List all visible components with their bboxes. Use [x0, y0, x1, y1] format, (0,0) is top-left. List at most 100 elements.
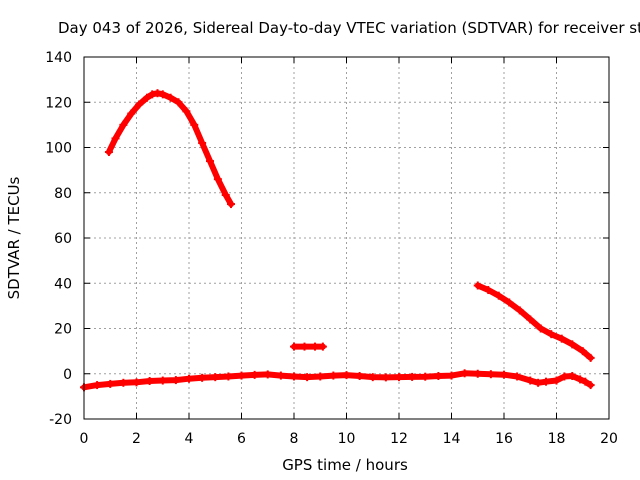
- data-point: [198, 138, 207, 147]
- data-point: [547, 330, 556, 339]
- data-point: [263, 370, 272, 379]
- data-point: [158, 376, 167, 385]
- data-point: [93, 381, 102, 390]
- data-point: [408, 372, 417, 381]
- series-line-arc-afternoon: [474, 282, 594, 361]
- data-point: [106, 379, 115, 388]
- data-point: [381, 373, 390, 382]
- data-point: [542, 377, 550, 386]
- data-point: [213, 175, 222, 184]
- x-tick-label: 4: [185, 431, 194, 447]
- data-point: [557, 334, 566, 343]
- data-point: [568, 340, 577, 349]
- y-tick-label: 80: [54, 186, 72, 202]
- data-point: [290, 372, 298, 381]
- x-axis-title: GPS time / hours: [282, 456, 408, 474]
- data-point: [300, 342, 309, 351]
- data-point: [127, 109, 136, 118]
- x-tick-label: 16: [495, 431, 513, 447]
- data-point: [586, 353, 595, 362]
- data-point: [484, 286, 493, 295]
- data-point: [221, 191, 230, 200]
- x-tick-label: 18: [548, 431, 566, 447]
- data-point: [581, 377, 590, 386]
- data-point: [153, 89, 162, 98]
- y-tick-label: -20: [49, 412, 72, 428]
- data-point: [303, 373, 312, 382]
- x-tick-label: 12: [390, 431, 408, 447]
- data-point: [576, 375, 585, 384]
- data-point: [190, 120, 199, 129]
- data-point: [111, 134, 120, 143]
- series-line-arc-morning: [105, 90, 234, 208]
- x-tick-label: 10: [338, 431, 356, 447]
- grid-layer: [84, 57, 609, 419]
- data-point: [224, 372, 233, 381]
- data-point: [119, 378, 128, 387]
- data-point: [355, 372, 364, 381]
- series-baseline: [80, 369, 595, 392]
- y-tick-label: 0: [63, 367, 72, 383]
- data-point: [515, 306, 524, 315]
- data-point: [526, 315, 535, 324]
- data-point: [395, 373, 403, 382]
- data-point: [560, 372, 569, 381]
- chart-title: Day 043 of 2026, Sidereal Day-to-day VTE…: [58, 19, 640, 37]
- data-point: [166, 93, 175, 102]
- data-point: [505, 298, 514, 307]
- data-point: [318, 342, 327, 351]
- x-tick-label: 2: [132, 431, 141, 447]
- x-tick-label: 8: [290, 431, 299, 447]
- data-point: [568, 372, 577, 381]
- y-tick-label: 40: [54, 276, 72, 292]
- data-point: [473, 281, 482, 290]
- data-point: [486, 370, 495, 379]
- y-tick-label: 20: [54, 322, 72, 338]
- data-point: [158, 90, 167, 99]
- data-point: [447, 371, 456, 380]
- x-tick-label: 20: [600, 431, 618, 447]
- data-point: [206, 157, 214, 166]
- data-point: [329, 371, 338, 380]
- data-point: [276, 371, 285, 380]
- y-tick-label: 60: [54, 231, 72, 247]
- data-point: [578, 347, 587, 356]
- series-arc-afternoon: [473, 281, 595, 362]
- data-point: [526, 376, 535, 385]
- data-point: [143, 93, 151, 102]
- y-tick-label: 120: [45, 95, 72, 111]
- y-axis-title: SDTVAR / TECUs: [5, 176, 23, 299]
- series-short-segment: [290, 342, 327, 351]
- data-point: [211, 373, 220, 382]
- tick-layer: 0 2 4 6 8 10 12 14 16 18 20 -20 0 20 40 60 80 100 120 140: [45, 50, 618, 447]
- data-point: [174, 98, 183, 107]
- data-point: [421, 372, 430, 381]
- x-tick-label: 0: [80, 431, 89, 447]
- series-layer: [80, 89, 595, 392]
- data-point: [104, 148, 113, 157]
- data-point: [534, 378, 543, 387]
- x-tick-label: 14: [443, 431, 461, 447]
- data-point: [552, 376, 561, 385]
- data-point: [536, 324, 545, 333]
- data-point: [148, 90, 157, 99]
- data-point: [182, 107, 191, 116]
- data-point: [500, 370, 508, 379]
- data-point: [434, 372, 443, 381]
- data-point: [198, 373, 207, 382]
- data-point: [145, 376, 154, 385]
- series-arc-morning: [104, 89, 235, 209]
- data-point: [185, 374, 193, 383]
- data-point: [473, 369, 482, 378]
- data-point: [586, 381, 595, 390]
- data-point: [513, 372, 522, 381]
- data-point: [494, 291, 503, 300]
- data-point: [311, 342, 319, 351]
- data-point: [227, 200, 235, 209]
- data-point: [119, 120, 128, 129]
- data-point: [316, 372, 325, 381]
- data-point: [171, 376, 180, 385]
- x-tick-label: 6: [237, 431, 246, 447]
- data-point: [237, 371, 246, 380]
